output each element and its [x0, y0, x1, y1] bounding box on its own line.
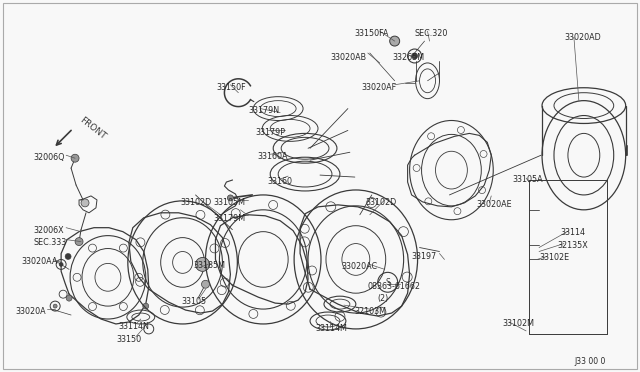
Text: 33102D: 33102D — [366, 198, 397, 207]
Circle shape — [143, 303, 148, 309]
Text: 33114M: 33114M — [315, 324, 347, 333]
Circle shape — [53, 304, 57, 308]
Circle shape — [202, 280, 209, 288]
Text: 32135X: 32135X — [557, 241, 588, 250]
Circle shape — [66, 295, 72, 301]
Circle shape — [81, 199, 89, 207]
Circle shape — [412, 53, 417, 59]
Circle shape — [59, 262, 63, 266]
Text: S: S — [385, 278, 390, 287]
Text: 33020A: 33020A — [15, 307, 46, 316]
Text: 32103M: 32103M — [355, 307, 387, 316]
Text: 33114: 33114 — [560, 228, 585, 237]
Text: SEC.333: SEC.333 — [33, 238, 67, 247]
Text: 33020AC: 33020AC — [342, 262, 378, 272]
Text: 33197: 33197 — [412, 251, 437, 260]
Text: 33179M: 33179M — [214, 214, 246, 223]
Circle shape — [71, 154, 79, 162]
Text: 08363-61662: 08363-61662 — [368, 282, 420, 291]
Text: 33102D: 33102D — [180, 198, 212, 207]
Text: 33020AA: 33020AA — [21, 257, 58, 266]
Text: 33179P: 33179P — [255, 128, 285, 137]
Text: 33265M: 33265M — [393, 53, 425, 62]
Text: (2): (2) — [378, 294, 389, 303]
Text: 33102M: 33102M — [502, 319, 534, 328]
Text: 33179N: 33179N — [248, 106, 280, 115]
Text: 33185M: 33185M — [193, 262, 225, 270]
Text: 33105M: 33105M — [214, 198, 246, 207]
Text: 33020AB: 33020AB — [330, 53, 366, 62]
Text: J33 00 0: J33 00 0 — [574, 357, 605, 366]
Text: 32006Q: 32006Q — [33, 153, 65, 162]
Circle shape — [390, 36, 399, 46]
Text: 33160A: 33160A — [257, 152, 288, 161]
Text: 33020AF: 33020AF — [362, 83, 397, 92]
Text: 33150FA: 33150FA — [355, 29, 389, 38]
Circle shape — [196, 257, 209, 271]
Text: 33020AD: 33020AD — [564, 33, 601, 42]
Text: SEC.320: SEC.320 — [415, 29, 448, 38]
Circle shape — [65, 253, 71, 259]
Text: 33150: 33150 — [117, 335, 142, 344]
Text: 33160: 33160 — [268, 177, 292, 186]
Text: 33020AE: 33020AE — [476, 200, 512, 209]
Text: 33105: 33105 — [182, 297, 207, 306]
Text: 33102E: 33102E — [539, 253, 569, 263]
Text: 32006X: 32006X — [33, 226, 64, 235]
Circle shape — [227, 195, 234, 201]
Text: 33105A: 33105A — [512, 175, 543, 184]
Text: 33150F: 33150F — [216, 83, 246, 92]
Circle shape — [75, 238, 83, 246]
Text: FRONT: FRONT — [78, 115, 108, 141]
Text: 33114N: 33114N — [119, 322, 150, 331]
